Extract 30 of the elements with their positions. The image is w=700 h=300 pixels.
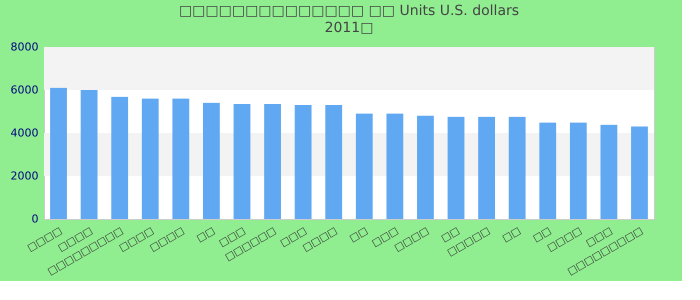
y-tick-label: 2000: [10, 170, 38, 182]
y-tick-label: 4000: [10, 126, 38, 140]
bar: [600, 124, 618, 219]
y-tick-label: 8000: [10, 40, 38, 54]
bar: [111, 96, 128, 219]
bar: [294, 105, 312, 219]
bar: [172, 98, 190, 219]
chart-title: □□□□□□□□□□□□□□ □□ Units U.S. dollars: [178, 3, 520, 19]
bar: [356, 114, 373, 219]
bar: [539, 122, 556, 219]
bar: [202, 102, 220, 219]
x-tick-label: □□: [500, 226, 523, 244]
x-tick-label: □□: [195, 226, 217, 244]
y-tick-label: 0: [32, 212, 38, 226]
bar: [417, 116, 434, 219]
bar: [631, 126, 648, 219]
x-tick-label: □□: [348, 226, 370, 244]
bar: [50, 88, 67, 219]
bar: [448, 116, 464, 219]
bar: [142, 98, 159, 219]
chart-subtitle: 2011□: [324, 20, 374, 36]
bar: [80, 90, 98, 219]
bar: [478, 116, 496, 219]
bar: [264, 104, 281, 219]
y-tick-label: 6000: [10, 84, 38, 96]
bar: [325, 105, 342, 219]
bar: [234, 104, 250, 219]
bar: [508, 116, 526, 219]
bar: [386, 114, 404, 219]
bar: [570, 122, 587, 219]
